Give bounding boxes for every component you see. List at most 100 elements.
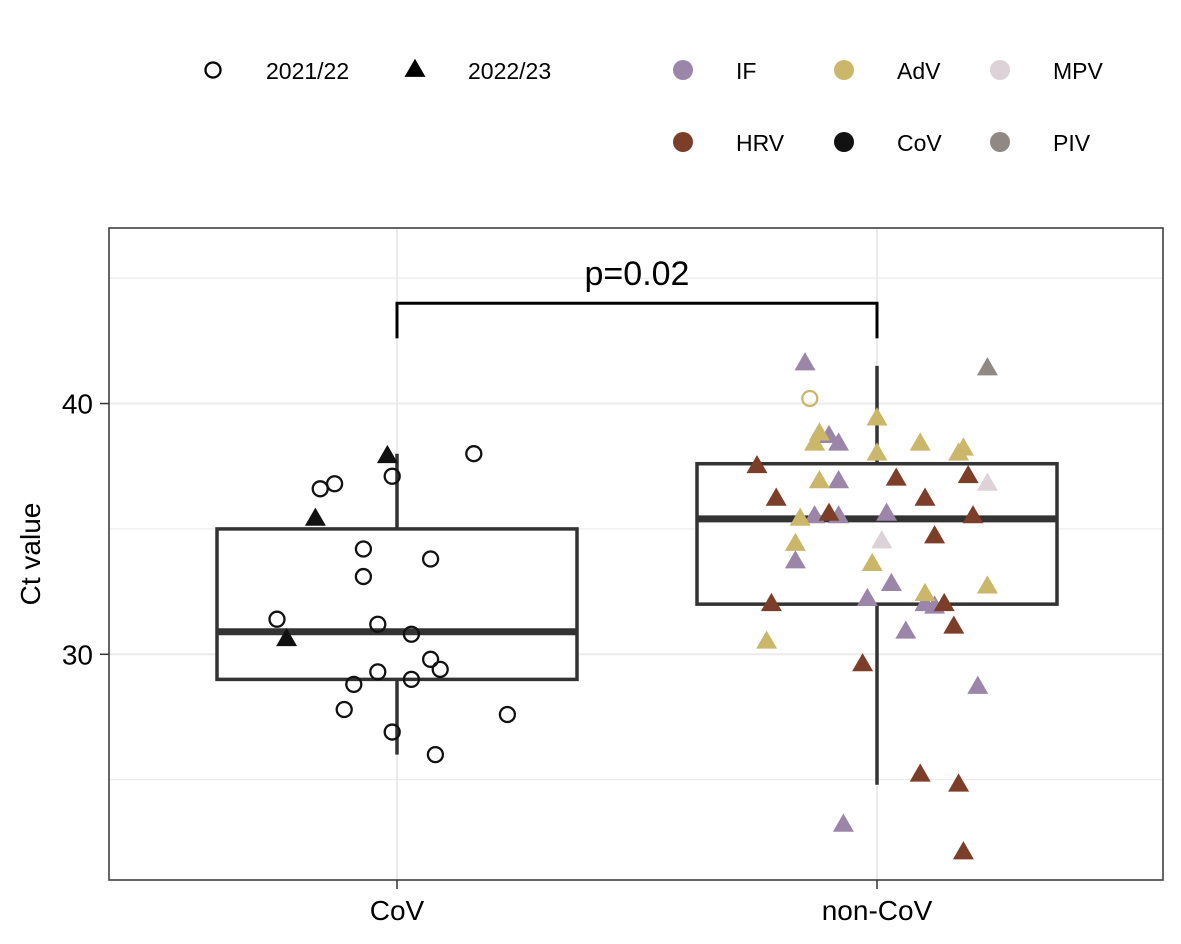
legend-label: MPV: [1053, 58, 1104, 84]
point-CoV-circle: [498, 705, 517, 724]
legend-label: PIV: [1053, 130, 1091, 156]
legend-label: CoV: [897, 130, 942, 156]
axes: 30 40 CoV non-CoV: [62, 389, 933, 926]
color-swatch-icon: [673, 60, 693, 80]
legend-color-IF: IF: [673, 58, 756, 84]
triangle-icon: [404, 58, 426, 77]
point-AdV-triangle: [804, 432, 826, 451]
p-value-label: p=0.02: [585, 255, 690, 293]
point-HRV-triangle: [957, 464, 979, 484]
color-swatch-icon: [990, 132, 1010, 152]
plot-border: [108, 227, 1164, 881]
bracket-line: [395, 301, 879, 339]
legend-label: AdV: [897, 58, 941, 84]
point-IF-triangle: [895, 620, 917, 639]
point-AdV-triangle: [866, 407, 888, 426]
legend-label: 2021/22: [266, 58, 349, 84]
point-HRV-triangle: [852, 653, 874, 672]
point-CoV-circle: [421, 550, 440, 568]
point-AdV-triangle: [948, 442, 970, 461]
point-AdV-triangle: [866, 442, 888, 461]
point-IF-triangle: [880, 572, 902, 592]
box-CoV: [215, 453, 579, 755]
color-swatch-icon: [834, 60, 854, 80]
x-tick-label: non-CoV: [822, 895, 933, 926]
legend-color-MPV: MPV: [990, 58, 1104, 84]
point-HRV-triangle: [914, 487, 936, 506]
point-AdV-triangle: [976, 575, 998, 594]
point-AdV-triangle: [914, 582, 936, 602]
point-HRV-triangle: [760, 592, 782, 612]
point-CoV-circle: [426, 745, 445, 764]
legend-color-AdV: AdV: [834, 58, 941, 84]
legend-label: 2022/23: [468, 58, 551, 84]
significance-bracket: p=0.02: [395, 255, 879, 339]
point-HRV-triangle: [952, 841, 974, 860]
point-CoV-circle: [354, 567, 373, 586]
point-AdV-triangle: [756, 630, 778, 649]
point-HRV-triangle: [909, 763, 931, 782]
point-CoV-circle: [431, 660, 449, 679]
point-CoV-circle: [345, 675, 363, 694]
legend-color-HRV: HRV: [673, 130, 785, 156]
point-IF-triangle: [794, 352, 816, 371]
point-AdV-circle: [801, 389, 819, 408]
point-HRV-triangle: [818, 502, 840, 521]
point-HRV-triangle: [948, 773, 970, 792]
box-iqr: [695, 461, 1059, 606]
point-HRV-triangle: [933, 592, 955, 612]
point-CoV-circle: [421, 650, 440, 668]
color-swatch-icon: [673, 132, 693, 152]
legend-shape-2022/23: 2022/23: [404, 58, 551, 84]
point-AdV-triangle: [861, 552, 883, 571]
legend-shape-2021/22: 2021/22: [204, 58, 349, 84]
point-CoV-circle: [335, 700, 353, 719]
data-points: [268, 352, 998, 860]
legend-label: IF: [736, 58, 756, 84]
point-PIV-triangle: [976, 357, 998, 376]
point-IF-triangle: [876, 502, 898, 521]
point-CoV-circle: [369, 615, 387, 633]
point-CoV-circle: [465, 445, 483, 463]
point-CoV-circle: [325, 475, 344, 493]
boxes: [215, 365, 1059, 785]
point-AdV-triangle: [808, 470, 830, 489]
point-HRV-triangle: [885, 467, 907, 486]
point-HRV-triangle: [943, 615, 965, 634]
circle-icon: [204, 61, 222, 79]
point-CoV-circle: [402, 625, 421, 643]
point-HRV-triangle: [746, 454, 768, 474]
point-MPV-triangle: [976, 472, 998, 491]
y-axis-title: Ct value: [15, 503, 46, 606]
point-CoV-circle: [369, 663, 387, 681]
legend-label: HRV: [736, 130, 785, 156]
color-swatch-icon: [990, 60, 1010, 80]
y-tick-label: 30: [62, 639, 93, 670]
point-HRV-triangle: [962, 505, 984, 524]
point-CoV-triangle: [304, 507, 326, 526]
legend: 2021/22 2022/23 IF AdV MPV HRV CoV PIV: [204, 58, 1104, 156]
point-IF-triangle: [967, 675, 989, 694]
point-HRV-triangle: [765, 487, 787, 506]
point-MPV-triangle: [871, 530, 893, 549]
point-CoV-circle: [354, 540, 373, 558]
point-AdV-triangle: [784, 532, 806, 551]
point-IF-triangle: [828, 470, 850, 489]
point-IF-triangle: [856, 587, 878, 607]
point-AdV-triangle: [909, 432, 931, 451]
legend-color-CoV: CoV: [834, 130, 942, 156]
point-IF-triangle: [832, 813, 854, 832]
y-tick-label: 40: [62, 389, 93, 420]
point-CoV-circle: [383, 467, 401, 485]
point-CoV-circle: [383, 723, 401, 741]
legend-color-PIV: PIV: [990, 130, 1091, 156]
box-non-CoV: [695, 365, 1059, 785]
color-swatch-icon: [834, 132, 854, 152]
point-CoV-triangle: [376, 444, 398, 464]
x-tick-label: CoV: [370, 895, 425, 926]
point-CoV-triangle: [276, 627, 298, 647]
point-IF-triangle: [828, 432, 850, 451]
point-IF-triangle: [784, 550, 806, 569]
point-AdV-triangle: [789, 507, 811, 526]
